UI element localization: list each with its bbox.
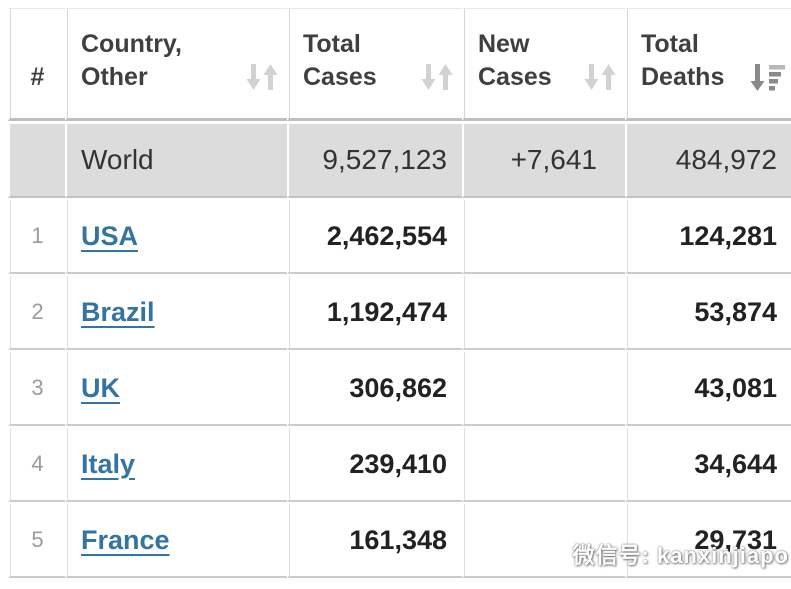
table-row-brazil: 2 Brazil 1,192,474 53,874: [8, 274, 791, 350]
column-header-total-deaths[interactable]: Total Deaths: [625, 8, 791, 121]
total-cases-cell: 1,192,474: [287, 274, 462, 350]
table-row-uk: 3 UK 306,862 43,081: [8, 350, 791, 426]
country-link-usa[interactable]: USA: [81, 220, 139, 251]
country-link-italy[interactable]: Italy: [81, 448, 136, 479]
total-cases-cell: 239,410: [287, 426, 462, 502]
table-row-usa: 1 USA 2,462,554 124,281: [8, 198, 791, 274]
new-cases-cell: [462, 502, 625, 578]
rank-cell: 3: [8, 350, 65, 426]
total-deaths-cell: 34,644: [625, 426, 791, 502]
country-header-line2: Other: [81, 63, 148, 91]
table-row-france: 5 France 161,348 29,731: [8, 502, 791, 578]
header-row: # Country, Other Total Cases: [8, 8, 791, 121]
column-header-country[interactable]: Country, Other: [65, 8, 287, 121]
sort-descending-active-icon: [750, 64, 785, 91]
total-cases-cell: 2,462,554: [287, 198, 462, 274]
new-cases-cell: [462, 274, 625, 350]
rank-cell: 4: [8, 426, 65, 502]
country-header-line1: Country,: [81, 30, 182, 58]
total-deaths-cell: 124,281: [625, 198, 791, 274]
table-row-italy: 4 Italy 239,410 34,644: [8, 426, 791, 502]
sort-toggle-icon: [246, 64, 278, 90]
total-deaths-cell: 43,081: [625, 350, 791, 426]
total-cases-header-line1: Total: [303, 30, 361, 58]
total-deaths-header-line2: Deaths: [641, 63, 725, 91]
country-link-france[interactable]: France: [81, 524, 170, 555]
sort-toggle-icon: [584, 64, 616, 90]
world-total-cases: 9,527,123: [287, 121, 462, 198]
new-cases-cell: [462, 426, 625, 502]
world-summary-row: World 9,527,123 +7,641 484,972: [8, 121, 791, 198]
sort-toggle-icon: [421, 64, 453, 90]
covid-stats-table: # Country, Other Total Cases: [8, 8, 791, 578]
country-link-brazil[interactable]: Brazil: [81, 296, 155, 327]
total-cases-header-line2: Cases: [303, 63, 377, 91]
world-new-cases: +7,641: [462, 121, 625, 198]
world-rank-cell: [8, 121, 65, 198]
rank-header-label: #: [30, 63, 45, 91]
country-link-uk[interactable]: UK: [81, 372, 120, 403]
column-header-total-cases[interactable]: Total Cases: [287, 8, 462, 121]
total-cases-cell: 161,348: [287, 502, 462, 578]
new-cases-cell: [462, 198, 625, 274]
total-deaths-header-line1: Total: [641, 30, 699, 58]
rank-cell: 5: [8, 502, 65, 578]
column-header-rank[interactable]: #: [8, 8, 65, 121]
new-cases-header-line1: New: [478, 30, 530, 58]
total-deaths-cell: 53,874: [625, 274, 791, 350]
new-cases-header-line2: Cases: [478, 63, 552, 91]
rank-cell: 2: [8, 274, 65, 350]
column-header-new-cases[interactable]: New Cases: [462, 8, 625, 121]
new-cases-cell: [462, 350, 625, 426]
rank-cell: 1: [8, 198, 65, 274]
total-cases-cell: 306,862: [287, 350, 462, 426]
world-label: World: [65, 121, 287, 198]
total-deaths-cell: 29,731: [625, 502, 791, 578]
world-total-deaths: 484,972: [625, 121, 791, 198]
